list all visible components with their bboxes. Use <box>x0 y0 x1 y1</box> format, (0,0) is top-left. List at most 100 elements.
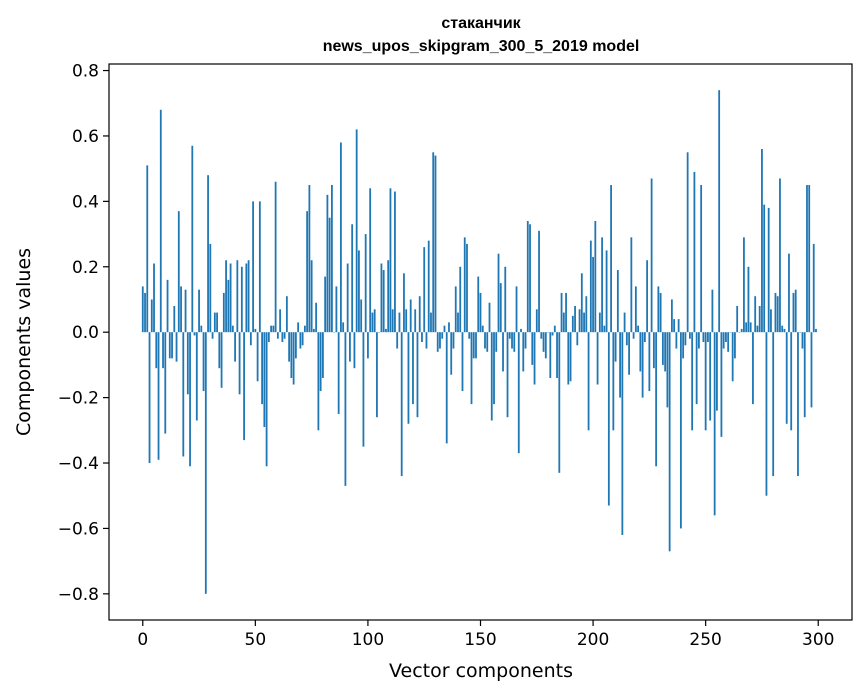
bar-72 <box>303 325 306 333</box>
bar-194 <box>578 309 581 333</box>
bar-155 <box>490 332 493 421</box>
bar-257 <box>720 332 723 437</box>
bar-238 <box>677 319 680 333</box>
bar-289 <box>792 292 795 333</box>
bar-272 <box>754 296 757 333</box>
bar-192 <box>574 306 576 333</box>
bar-254 <box>713 332 716 516</box>
bar-151 <box>481 325 484 333</box>
x-tick-label: 150 <box>464 630 496 650</box>
y-tick-label: 0.8 <box>72 62 99 82</box>
bar-64 <box>285 296 288 333</box>
bar-229 <box>657 286 660 333</box>
bar-198 <box>587 332 590 431</box>
bar-232 <box>664 332 667 372</box>
bar-124 <box>421 332 423 342</box>
bar-7 <box>157 332 160 460</box>
bar-223 <box>643 332 646 342</box>
bar-106 <box>380 263 383 333</box>
bar-212 <box>619 332 621 398</box>
bar-63 <box>283 332 286 339</box>
bar-102 <box>371 312 374 333</box>
bar-287 <box>788 253 790 333</box>
bar-93 <box>351 224 354 333</box>
bar-247 <box>697 332 700 349</box>
bar-214 <box>623 312 626 333</box>
bar-164 <box>511 332 513 349</box>
y-tick-label: 0.6 <box>72 127 99 147</box>
bar-200 <box>592 256 594 333</box>
bar-55 <box>265 332 268 467</box>
bar-94 <box>353 332 356 369</box>
bar-221 <box>639 332 642 372</box>
bar-135 <box>445 332 448 444</box>
bar-174 <box>533 332 536 385</box>
bar-2 <box>146 165 149 333</box>
bar-220 <box>637 325 640 333</box>
bar-182 <box>551 332 554 336</box>
bar-123 <box>418 296 421 333</box>
bar-173 <box>531 332 534 365</box>
bar-87 <box>337 332 340 414</box>
bar-185 <box>558 332 561 473</box>
bar-30 <box>209 243 212 333</box>
bar-108 <box>385 328 387 333</box>
bar-24 <box>195 332 198 421</box>
bars-group <box>141 90 817 594</box>
bar-206 <box>605 250 608 333</box>
bar-209 <box>612 332 615 431</box>
bar-190 <box>569 332 572 382</box>
bar-197 <box>585 296 588 333</box>
bar-80 <box>321 332 324 378</box>
bar-256 <box>718 90 721 333</box>
bar-33 <box>216 312 218 333</box>
bar-92 <box>349 332 351 362</box>
bar-270 <box>749 322 752 333</box>
bar-181 <box>549 332 552 378</box>
bar-154 <box>488 302 491 333</box>
bar-280 <box>772 332 775 477</box>
bar-222 <box>641 332 644 398</box>
bar-13 <box>171 332 173 359</box>
bar-235 <box>670 299 673 333</box>
bar-177 <box>540 332 543 339</box>
bar-251 <box>707 332 709 342</box>
bar-1 <box>144 292 146 333</box>
bar-5 <box>153 263 155 333</box>
bar-228 <box>655 332 658 467</box>
bar-138 <box>452 332 455 349</box>
bar-96 <box>358 250 360 333</box>
bar-52 <box>258 201 261 333</box>
bar-268 <box>745 322 748 333</box>
bar-150 <box>479 292 482 333</box>
bar-40 <box>231 325 234 333</box>
bar-298 <box>812 243 815 333</box>
bar-54 <box>263 332 266 428</box>
bar-75 <box>310 260 313 333</box>
bar-34 <box>218 332 221 369</box>
bar-25 <box>198 289 200 333</box>
bar-215 <box>625 332 628 346</box>
bar-285 <box>783 328 786 333</box>
bar-101 <box>369 188 372 333</box>
bar-126 <box>425 332 428 349</box>
bar-144 <box>466 243 468 333</box>
bar-275 <box>761 149 763 333</box>
bar-57 <box>270 325 273 333</box>
bar-230 <box>659 292 662 333</box>
bar-204 <box>601 237 603 333</box>
bar-107 <box>382 270 385 333</box>
bar-168 <box>520 328 522 333</box>
bar-42 <box>236 260 239 333</box>
bar-9 <box>162 332 164 369</box>
bar-141 <box>459 266 462 333</box>
bar-167 <box>517 332 520 454</box>
bar-207 <box>607 332 610 506</box>
bar-43 <box>238 332 241 395</box>
y-axis-ticks: −0.8 −0.6 −0.4 −0.2 0.0 0.2 0.4 0.6 0.8 <box>58 62 109 605</box>
bar-291 <box>797 332 799 477</box>
y-tick-label: −0.4 <box>58 454 99 474</box>
bar-132 <box>439 332 441 349</box>
bar-162 <box>506 332 509 418</box>
bar-170 <box>524 332 527 349</box>
